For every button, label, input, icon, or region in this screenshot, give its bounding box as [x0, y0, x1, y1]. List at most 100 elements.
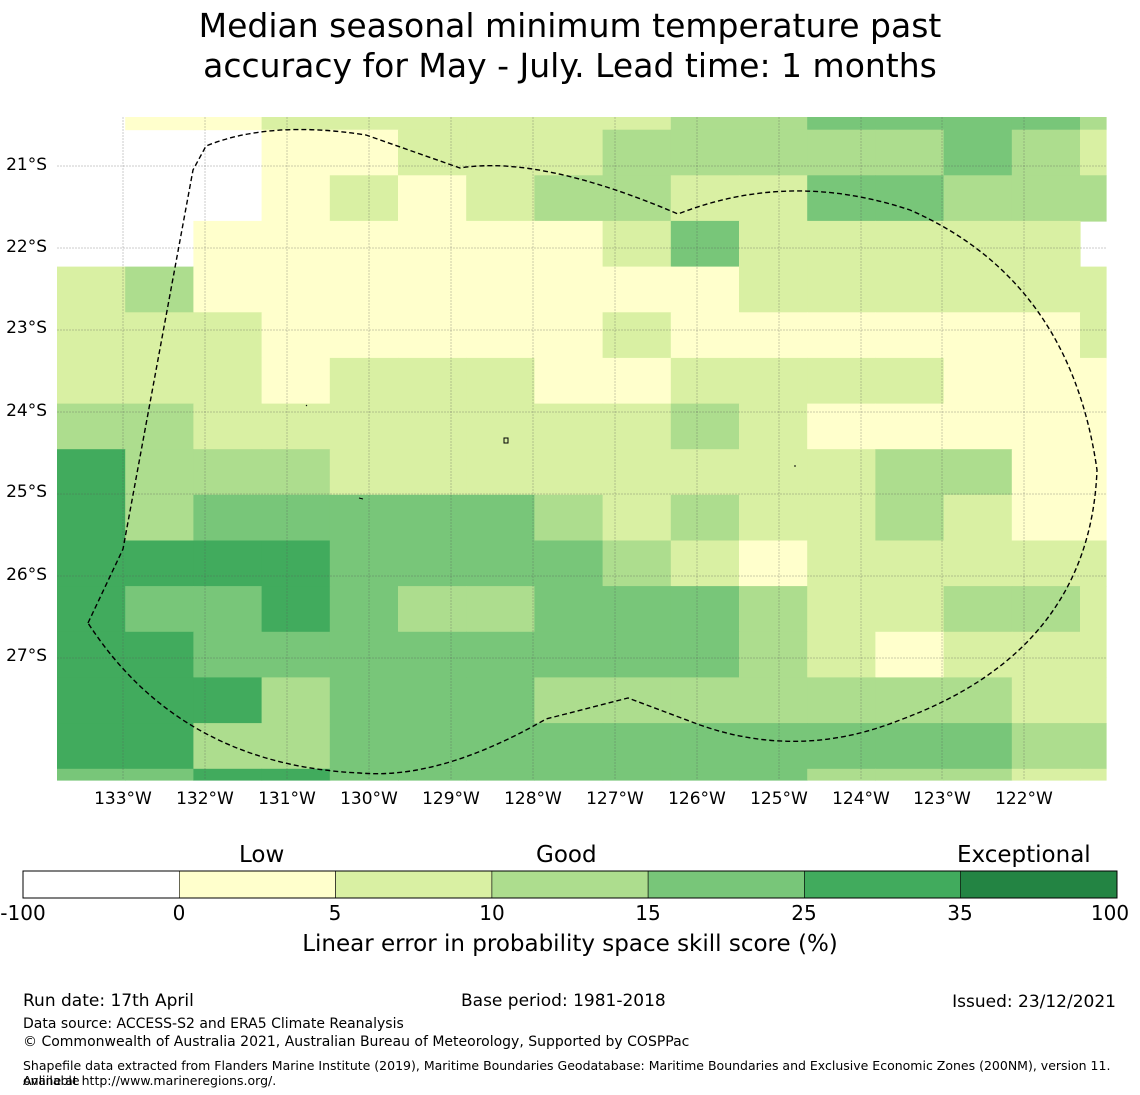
lon-label-127w: 127°W	[586, 789, 644, 809]
grid-cell	[670, 357, 740, 405]
grid-cell	[670, 403, 740, 450]
colorbar-tick: -100	[0, 901, 46, 925]
grid-cell	[534, 631, 604, 679]
grid-cell	[329, 129, 399, 176]
grid-cell	[1011, 266, 1081, 313]
grid-cell	[398, 586, 467, 633]
grid-cell	[398, 449, 467, 496]
grid-cell	[1011, 631, 1081, 679]
colorbar-tick: 15	[635, 901, 661, 925]
category-good: Good	[536, 842, 597, 868]
grid-cell	[875, 768, 945, 781]
grid-cell	[1080, 768, 1107, 781]
grid-cell	[670, 586, 740, 633]
grid-cell	[1080, 403, 1107, 450]
grid-cell	[125, 266, 194, 313]
grid-cell	[398, 312, 467, 359]
grid-cell	[466, 723, 535, 770]
grid-cell	[943, 494, 1013, 542]
grid-cell	[466, 449, 535, 496]
colorbar-frame	[22, 870, 1118, 899]
grid-cell	[534, 723, 604, 770]
grid-cell	[125, 586, 194, 633]
grid-cell	[329, 220, 399, 268]
colorbar-swatch	[335, 870, 493, 899]
grid-cell	[875, 586, 945, 633]
colorbar	[22, 870, 1118, 899]
grid-cell	[602, 631, 672, 679]
colorbar-tick: 35	[947, 901, 973, 925]
lon-label-126w: 126°W	[668, 789, 726, 809]
grid-cell	[807, 540, 876, 587]
grid-cell	[329, 631, 399, 679]
grid-cell	[398, 220, 467, 268]
grid-cell	[261, 220, 331, 268]
grid-cell	[1011, 175, 1081, 222]
grid-cell	[534, 266, 604, 313]
grid-cell	[943, 403, 1013, 450]
grid-cell	[602, 494, 672, 542]
grid-cell	[534, 312, 604, 359]
grid-cell	[466, 586, 535, 633]
grid-cell	[739, 723, 808, 770]
grid-cell	[534, 677, 604, 724]
grid-cell	[943, 266, 1013, 313]
grid-cell	[329, 540, 399, 587]
grid-cell	[398, 768, 467, 781]
grid-cell	[739, 768, 808, 781]
grid-cell	[398, 357, 467, 405]
lat-label-25s: 25°S	[6, 482, 47, 502]
grid-cell	[807, 357, 876, 405]
grid-cell	[125, 449, 194, 496]
grid-cell	[261, 357, 331, 405]
grid-cell	[943, 129, 1013, 176]
eez-boundary	[87, 128, 1098, 775]
grid-cell	[398, 175, 467, 222]
island-outline	[503, 437, 509, 444]
grid-cell	[875, 540, 945, 587]
grid-cell	[602, 768, 672, 781]
grid-cell	[807, 117, 876, 131]
grid-cell	[739, 129, 808, 176]
grid-cell	[602, 723, 672, 770]
grid-cell	[875, 357, 945, 405]
colorbar-tick: 0	[172, 901, 186, 925]
grid-cell	[875, 129, 945, 176]
grid-cell	[602, 540, 672, 587]
grid-cell	[943, 586, 1013, 633]
grid-cell	[466, 117, 535, 131]
grid-cell	[807, 723, 876, 770]
grid-cell	[1011, 677, 1081, 724]
grid-cell	[1011, 540, 1081, 587]
grid-cell	[1080, 266, 1107, 313]
grid-cell	[329, 723, 399, 770]
grid-cell	[739, 403, 808, 450]
grid-cell	[807, 768, 876, 781]
grid-cell	[602, 357, 672, 405]
grid-cell	[602, 449, 672, 496]
island-outline	[305, 404, 308, 407]
grid-cell	[398, 723, 467, 770]
grid-cell	[670, 117, 740, 131]
lon-label-124w: 124°W	[832, 789, 890, 809]
grid-cell	[807, 403, 876, 450]
lat-label-23s: 23°S	[6, 318, 47, 338]
lon-label-132w: 132°W	[176, 789, 234, 809]
grid-cell	[57, 494, 126, 542]
grid-cell	[739, 220, 808, 268]
grid-cell	[398, 677, 467, 724]
grid-cell	[1011, 768, 1081, 781]
grid-cell	[398, 494, 467, 542]
grid-cell	[261, 586, 331, 633]
grid-cell	[807, 494, 876, 542]
grid-cell	[875, 723, 945, 770]
grid-cell	[739, 631, 808, 679]
skill-score-grid	[57, 117, 1107, 781]
grid-cell	[466, 540, 535, 587]
grid-cell	[602, 677, 672, 724]
grid-cell	[57, 312, 126, 359]
lon-label-128w: 128°W	[504, 789, 562, 809]
grid-cell	[670, 449, 740, 496]
grid-cell	[807, 129, 876, 176]
grid-cell	[739, 266, 808, 313]
